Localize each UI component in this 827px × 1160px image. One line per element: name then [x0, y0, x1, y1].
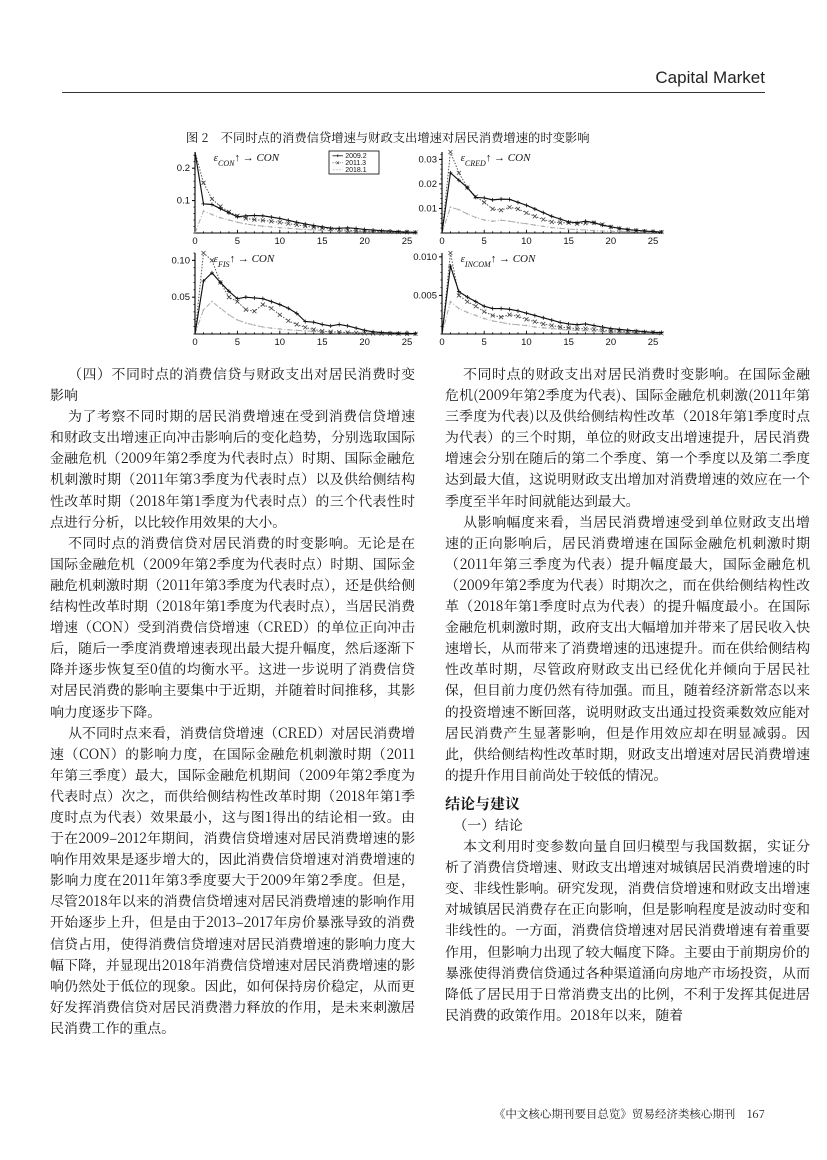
svg-text:5: 5: [482, 236, 487, 247]
svg-text:0.03: 0.03: [419, 154, 438, 165]
svg-text:10: 10: [521, 236, 532, 247]
svg-text:20: 20: [359, 236, 370, 247]
svg-text:20: 20: [606, 337, 617, 348]
svg-text:0: 0: [439, 337, 444, 348]
svg-text:5: 5: [482, 337, 487, 348]
svg-text:0: 0: [192, 236, 197, 247]
svg-text:20: 20: [359, 337, 370, 348]
svg-text:0.1: 0.1: [176, 196, 189, 207]
svg-text:εCON↑ → CON: εCON↑ → CON: [213, 152, 279, 168]
svg-text:10: 10: [274, 236, 285, 247]
svg-text:0.005: 0.005: [413, 290, 437, 301]
svg-text:5: 5: [234, 337, 239, 348]
svg-text:0.010: 0.010: [413, 252, 437, 263]
svg-text:0.10: 0.10: [171, 255, 190, 266]
svg-text:εFIS↑ → CON: εFIS↑ → CON: [213, 253, 274, 269]
svg-text:0: 0: [439, 236, 444, 247]
svg-text:25: 25: [648, 236, 659, 247]
svg-text:25: 25: [401, 337, 412, 348]
svg-text:15: 15: [316, 337, 327, 348]
svg-text:2011.3: 2011.3: [345, 160, 366, 167]
svg-text:0: 0: [192, 337, 197, 348]
svg-text:0.05: 0.05: [171, 292, 190, 303]
svg-text:0.02: 0.02: [419, 179, 438, 190]
svg-text:5: 5: [234, 236, 239, 247]
svg-text:0.2: 0.2: [176, 163, 189, 174]
svg-text:0.01: 0.01: [419, 203, 438, 214]
svg-text:20: 20: [606, 236, 617, 247]
svg-text:25: 25: [401, 236, 412, 247]
svg-text:10: 10: [274, 337, 285, 348]
svg-text:15: 15: [316, 236, 327, 247]
svg-text:2009.2: 2009.2: [345, 153, 367, 160]
svg-text:15: 15: [563, 337, 574, 348]
svg-text:2018.1: 2018.1: [345, 167, 367, 174]
svg-text:εINCOM↑ → CON: εINCOM↑ → CON: [461, 253, 536, 269]
svg-text:25: 25: [648, 337, 659, 348]
svg-text:15: 15: [563, 236, 574, 247]
svg-text:εCRED↑ → CON: εCRED↑ → CON: [461, 152, 532, 168]
svg-text:10: 10: [521, 337, 532, 348]
